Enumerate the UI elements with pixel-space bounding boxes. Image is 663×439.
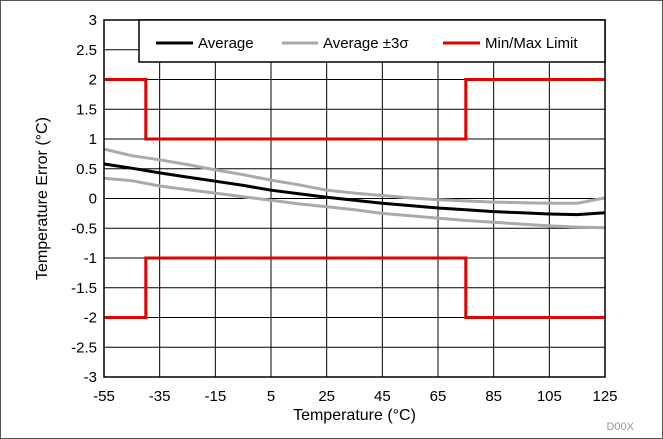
series-minus-3sigma-line: [103, 176, 606, 230]
y-tick-label: 2: [89, 72, 97, 89]
y-tick-label: 3: [89, 12, 97, 29]
y-tick-label: -3: [84, 369, 97, 386]
x-tick-label: 125: [592, 388, 617, 405]
y-tick-label: 0.5: [76, 161, 97, 178]
x-tick-label: -55: [93, 388, 115, 405]
x-axis-label: Temperature (°C): [293, 407, 416, 424]
series-average-line: [103, 162, 606, 217]
x-tick-label: 65: [430, 388, 447, 405]
legend-label-limit: Min/Max Limit: [485, 35, 578, 52]
y-tick-label: -1: [84, 250, 97, 267]
y-tick-label: 2.5: [76, 42, 97, 59]
x-tick-label: -35: [149, 388, 171, 405]
x-tick-label: 25: [318, 388, 335, 405]
y-tick-label: 0: [89, 191, 97, 208]
series-plus-3sigma-line: [103, 147, 606, 205]
y-tick-label: 1: [89, 131, 97, 148]
x-tick-label: 105: [537, 388, 562, 405]
legend-label-sigma: Average ±3σ: [323, 35, 409, 52]
watermark-code: D00X: [606, 421, 634, 433]
y-tick-label: -2: [84, 310, 97, 327]
grid: [103, 19, 606, 378]
y-tick-label: -0.5: [71, 220, 97, 237]
legend-label-average: Average: [198, 35, 254, 52]
y-tick-label: -1.5: [71, 280, 97, 297]
legend: Average Average ±3σ Min/Max Limit: [138, 19, 606, 63]
y-tick-label: 1.5: [76, 101, 97, 118]
series-upper-limit-line: [104, 78, 605, 141]
x-tick-label: 5: [267, 388, 275, 405]
y-axis-label: Temperature Error (°C): [34, 117, 51, 280]
x-tick-label: 45: [374, 388, 391, 405]
series-lines: [103, 78, 606, 319]
series-lower-limit-line: [104, 256, 605, 319]
tick-labels: -55 -35 -15 5 25 45 65 85 105 125 -3 -2.5 -2 -1.5 -1 -0…: [71, 12, 617, 405]
x-tick-label: -15: [204, 388, 226, 405]
y-tick-label: -2.5: [71, 339, 97, 356]
legend-box: [138, 19, 606, 63]
x-tick-label: 85: [485, 388, 502, 405]
